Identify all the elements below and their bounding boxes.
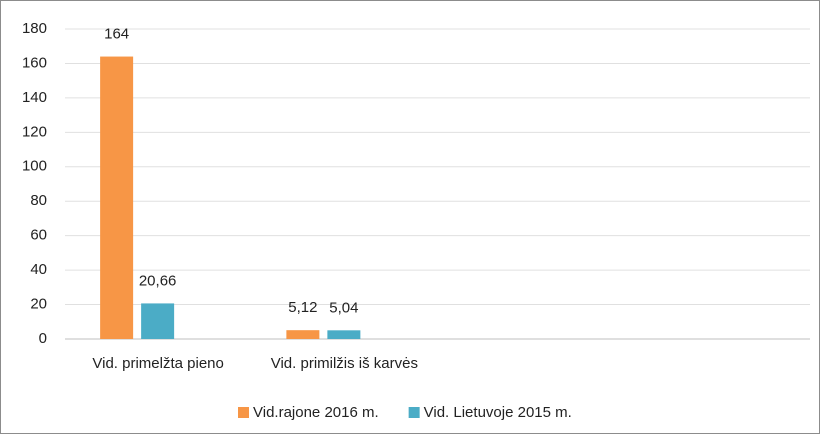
bar xyxy=(286,330,320,339)
y-tick-label: 0 xyxy=(39,330,47,347)
value-label: 20,66 xyxy=(139,272,177,289)
y-tick-label: 100 xyxy=(22,158,47,175)
legend-label: Vid.rajone 2016 m. xyxy=(253,404,379,421)
legend-label: Vid. Lietuvoje 2015 m. xyxy=(424,404,572,421)
y-tick-label: 80 xyxy=(30,192,47,209)
value-label: 5,12 xyxy=(288,299,317,316)
legend-swatch xyxy=(408,407,420,418)
y-tick-label: 140 xyxy=(22,89,47,106)
y-tick-label: 120 xyxy=(22,123,47,140)
y-tick-label: 40 xyxy=(30,261,47,278)
value-label: 5,04 xyxy=(329,299,358,316)
y-tick-label: 20 xyxy=(30,296,47,313)
bar xyxy=(141,303,175,339)
y-tick-label: 160 xyxy=(22,54,47,71)
bar xyxy=(327,330,361,339)
y-tick-label: 180 xyxy=(22,20,47,37)
value-label: 164 xyxy=(104,26,129,43)
bar xyxy=(100,56,134,340)
legend-swatch xyxy=(238,407,249,418)
y-tick-label: 60 xyxy=(30,227,47,244)
x-tick-label: Vid. primelžta pieno xyxy=(92,355,223,372)
x-tick-label: Vid. primilžis iš karvės xyxy=(271,355,418,372)
